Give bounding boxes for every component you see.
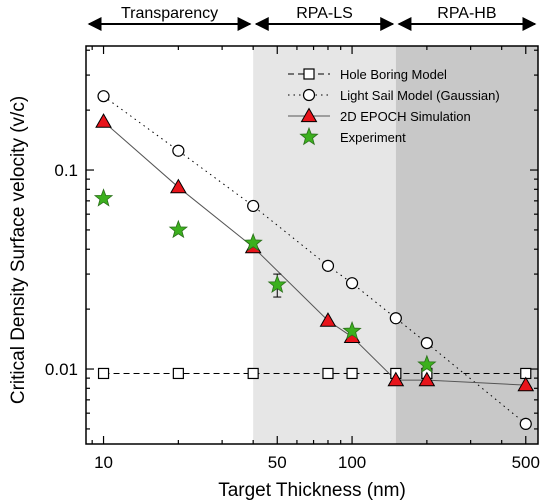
legend-label-3: Experiment [340, 130, 406, 145]
point-2-0 [95, 113, 112, 128]
y-tick-label-0: 0.01 [45, 360, 78, 379]
point-2-5 [387, 371, 405, 387]
y-axis-title: Critical Density Surface velocity (v/c) [8, 96, 29, 404]
point-3-3 [267, 274, 287, 293]
point-2-7 [517, 376, 535, 392]
x-tick-label-0: 10 [94, 453, 113, 472]
point-0-4 [346, 367, 358, 380]
point-1-5 [389, 312, 402, 325]
point-1-2 [247, 199, 260, 213]
legend-marker-0 [303, 68, 315, 80]
x-tick-label-2: 100 [338, 453, 366, 472]
point-3-4 [342, 321, 362, 340]
legend-marker-1 [302, 88, 316, 102]
region-label-1: RPA-LS [296, 5, 353, 22]
x-tick-label-1: 50 [268, 453, 287, 472]
point-1-0 [97, 90, 110, 103]
legend-label-1: Light Sail Model (Gaussian) [340, 88, 500, 103]
region-band-2 [395, 46, 538, 444]
point-1-1 [172, 144, 185, 157]
legend-label-0: Hole Boring Model [340, 67, 447, 82]
point-2-6 [418, 371, 436, 387]
point-1-3 [321, 259, 335, 272]
point-0-1 [172, 367, 184, 380]
x-tick-label-3: 500 [512, 453, 540, 472]
point-3-1 [168, 219, 188, 239]
point-3-2 [243, 232, 263, 252]
y-tick-label-1: 0.1 [54, 161, 78, 180]
x-axis-title: Target Thickness (nm) [218, 480, 406, 501]
series-line-2 [103, 121, 526, 386]
point-1-6 [420, 336, 433, 350]
region-label-2: RPA-HB [437, 5, 496, 22]
legend: Hole Boring Model Light Sail Model (Gauss… [288, 67, 500, 146]
point-3-5 [417, 354, 437, 374]
point-1-7 [519, 417, 532, 430]
legend-marker-3 [299, 126, 319, 146]
region-label-0: Transparency [121, 5, 218, 22]
point-2-3 [319, 312, 337, 327]
point-0-0 [97, 367, 110, 380]
point-2-1 [169, 178, 187, 194]
point-0-2 [247, 367, 259, 380]
point-1-4 [345, 277, 359, 290]
legend-marker-2 [300, 107, 318, 123]
point-0-3 [322, 367, 334, 380]
legend-label-2: 2D EPOCH Simulation [340, 109, 471, 124]
region-band-0 [86, 46, 254, 444]
plot-frame [85, 45, 539, 445]
region-band-1 [253, 46, 396, 444]
point-3-0 [93, 188, 114, 207]
